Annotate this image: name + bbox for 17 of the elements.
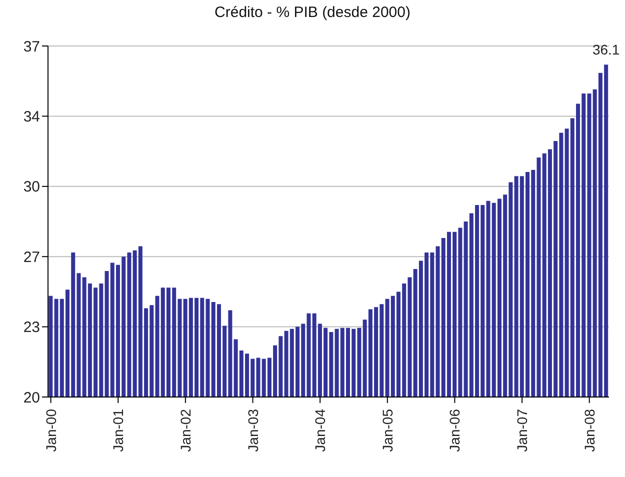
x-tick-label: Jan-04 [312,408,328,452]
y-tick-label: 27 [23,248,40,266]
x-tick-label: Jan-03 [244,408,261,452]
x-tick-label: Jan-08 [581,408,598,452]
chart-title: Crédito - % PIB (desde 2000) [214,4,412,21]
x-tick-label: Jan-02 [177,408,194,452]
y-tick-label: 34 [23,108,40,126]
y-tick-label: 37 [23,38,40,56]
y-tick-label: 20 [23,389,40,406]
data-label: 36.1 [592,42,620,58]
y-tick-label: 30 [23,178,40,196]
x-tick-label: Jan-05 [379,408,396,452]
x-tick-label: Jan-07 [514,408,530,452]
x-tick-label: Jan-01 [110,408,126,452]
x-tick-label: Jan-06 [446,408,463,452]
x-tick-label: Jan-00 [42,408,59,452]
y-tick-label: 23 [23,319,40,336]
